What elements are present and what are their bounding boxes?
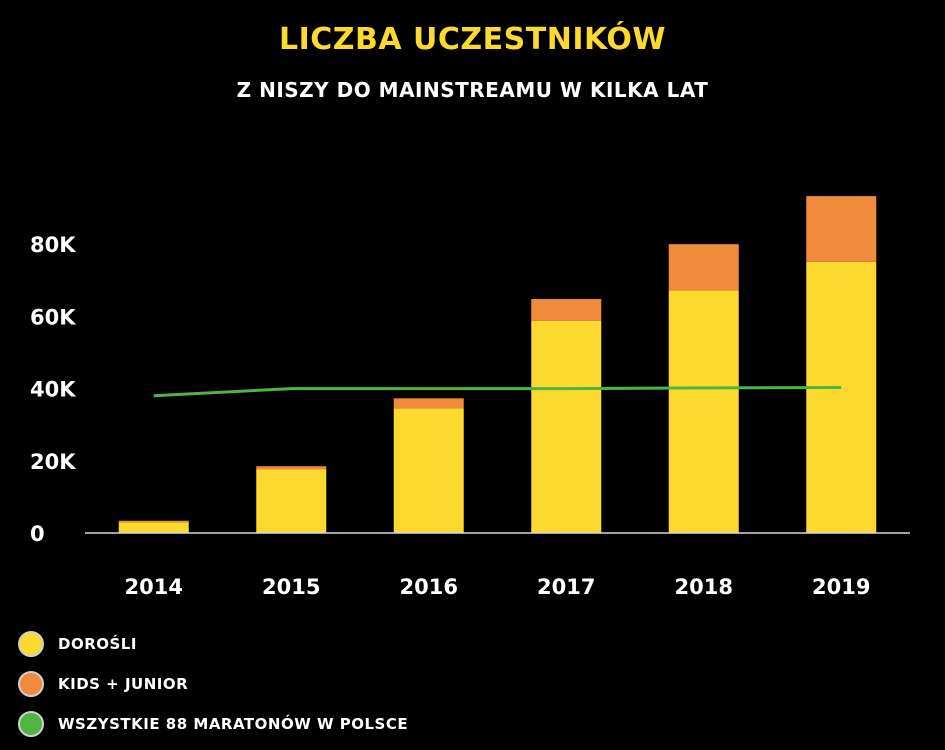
bar-adults (118, 522, 189, 533)
y-tick-label: 80K (30, 233, 76, 257)
legend-label-adults: DOROŚLI (58, 635, 137, 653)
bar-adults (668, 290, 739, 533)
legend-swatch-kids (18, 671, 44, 697)
y-tick-label: 60K (30, 305, 76, 329)
x-tick-label: 2019 (812, 575, 870, 599)
bar-kids-junior (393, 398, 464, 409)
x-tick-label: 2017 (537, 575, 595, 599)
y-tick-label: 40K (30, 378, 76, 402)
bar-adults (256, 469, 327, 533)
legend-swatch-total-marathons (18, 711, 44, 737)
x-tick-label: 2015 (262, 575, 320, 599)
bar-adults (393, 408, 464, 533)
legend-label-total-marathons: WSZYSTKIE 88 MARATONÓW W POLSCE (58, 715, 409, 733)
bar-kids-junior (118, 520, 189, 523)
bar-kids-junior (806, 196, 877, 262)
y-tick-label: 0 (30, 522, 45, 546)
legend-swatch-adults (18, 631, 44, 657)
chart-subtitle: Z NISZY DO MAINSTREAMU W KILKA LAT (236, 78, 709, 102)
x-tick-label: 2016 (400, 575, 458, 599)
x-tick-label: 2014 (125, 575, 183, 599)
bar-kids-junior (531, 299, 602, 321)
bar-kids-junior (256, 466, 327, 470)
bar-adults (531, 320, 602, 533)
x-tick-label: 2018 (675, 575, 733, 599)
legend-label-kids: KIDS + JUNIOR (58, 675, 189, 693)
legend: DOROŚLI KIDS + JUNIOR WSZYSTKIE 88 MARAT… (18, 630, 408, 750)
legend-item-adults: DOROŚLI (18, 630, 408, 658)
bar-kids-junior (668, 244, 739, 291)
bar-adults (806, 261, 877, 533)
chart-title: LICZBA UCZESTNIKÓW (278, 22, 667, 57)
legend-item-total-marathons: WSZYSTKIE 88 MARATONÓW W POLSCE (18, 710, 408, 738)
line-total-marathons (153, 385, 842, 398)
legend-item-kids: KIDS + JUNIOR (18, 670, 408, 698)
y-tick-label: 20K (30, 450, 76, 474)
